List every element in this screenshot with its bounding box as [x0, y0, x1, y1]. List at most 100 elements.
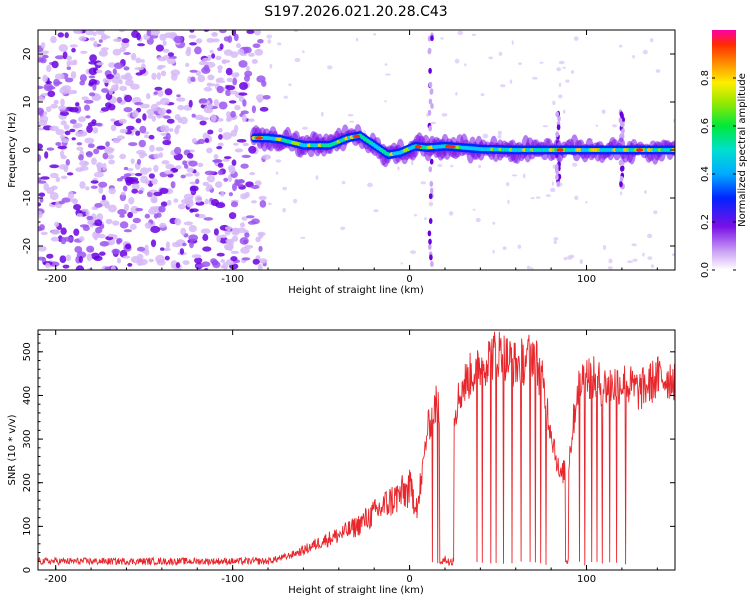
streak-blob: [428, 125, 433, 132]
streak-blob: [555, 167, 559, 174]
noise-blob: [119, 85, 127, 92]
noise-blob: [570, 254, 575, 259]
noise-blob: [631, 243, 637, 247]
noise-blob: [39, 197, 44, 203]
noise-blob: [194, 195, 203, 203]
noise-blob: [245, 65, 250, 72]
noise-blob: [148, 173, 155, 179]
streak-blob: [621, 128, 625, 135]
noise-blob: [259, 200, 267, 208]
noise-blob: [49, 125, 59, 132]
noise-blob: [204, 105, 212, 112]
noise-blob: [155, 146, 164, 152]
noise-blob: [320, 111, 324, 117]
noise-blob: [440, 37, 444, 40]
noise-blob: [74, 246, 83, 253]
noise-blob: [101, 88, 109, 93]
noise-blob: [99, 241, 110, 247]
noise-blob: [266, 34, 273, 39]
noise-blob: [189, 69, 198, 73]
noise-blob: [430, 121, 437, 125]
noise-blob: [107, 154, 115, 160]
noise-blob: [232, 183, 237, 192]
noise-blob: [155, 254, 165, 263]
y-tick-label: 20: [22, 48, 33, 61]
noise-blob: [551, 181, 555, 186]
figure-title: S197.2026.021.20.28.C43: [264, 4, 447, 20]
noise-blob: [153, 153, 161, 159]
noise-blob: [553, 237, 559, 241]
y-tick-label: 300: [22, 430, 33, 449]
noise-blob: [60, 175, 68, 180]
noise-blob: [73, 228, 80, 236]
spectrogram-marks: [38, 30, 675, 270]
noise-blob: [153, 191, 163, 197]
noise-blob: [128, 142, 138, 147]
noise-blob: [627, 260, 633, 264]
noise-blob: [86, 245, 95, 253]
noise-blob: [219, 43, 224, 50]
noise-blob: [258, 195, 267, 201]
noise-blob: [160, 247, 165, 251]
noise-blob: [136, 253, 144, 260]
noise-blob: [130, 83, 140, 90]
noise-blob: [64, 77, 74, 83]
noise-blob: [111, 248, 121, 255]
noise-blob: [85, 152, 93, 156]
noise-blob: [511, 174, 518, 177]
noise-blob: [65, 159, 71, 166]
noise-blob: [98, 39, 103, 43]
noise-blob: [140, 167, 149, 175]
noise-blob: [197, 74, 206, 83]
noise-blob: [140, 59, 145, 63]
noise-blob: [176, 97, 186, 102]
noise-blob: [46, 147, 55, 151]
noise-blob: [127, 211, 133, 219]
noise-blob: [46, 64, 52, 72]
noise-blob: [59, 86, 69, 95]
noise-blob: [254, 30, 261, 36]
noise-blob: [132, 110, 139, 118]
noise-blob: [135, 172, 143, 177]
streak-blob: [428, 67, 432, 74]
noise-blob: [293, 198, 298, 204]
peak-blob: [636, 148, 644, 152]
noise-blob: [126, 125, 135, 131]
noise-blob: [62, 264, 70, 269]
noise-blob: [498, 51, 503, 56]
noise-blob: [185, 49, 191, 57]
noise-blob: [60, 120, 67, 126]
noise-blob: [146, 93, 151, 100]
noise-blob: [228, 100, 237, 104]
noise-blob: [235, 72, 240, 78]
noise-blob: [207, 129, 214, 135]
noise-blob: [191, 138, 197, 144]
noise-blob: [553, 240, 557, 245]
noise-blob: [66, 66, 72, 70]
noise-blob: [50, 103, 58, 109]
noise-blob: [189, 30, 195, 33]
noise-blob: [217, 118, 224, 122]
peak-blob: [448, 144, 456, 149]
noise-blob: [655, 69, 661, 73]
noise-blob: [340, 226, 346, 230]
noise-blob: [177, 105, 185, 111]
noise-blob: [131, 30, 140, 38]
noise-blob: [38, 202, 42, 207]
noise-blob: [216, 234, 222, 243]
noise-blob: [63, 124, 70, 130]
noise-blob: [96, 213, 104, 222]
noise-blob: [59, 111, 69, 116]
noise-blob: [530, 197, 535, 200]
noise-blob: [60, 98, 65, 107]
noise-blob: [188, 160, 198, 167]
noise-blob: [110, 118, 116, 122]
streak-blob: [428, 218, 433, 224]
noise-blob: [174, 218, 182, 226]
noise-blob: [137, 190, 144, 195]
noise-blob: [42, 54, 49, 59]
noise-blob: [230, 256, 238, 262]
noise-blob: [233, 33, 239, 42]
